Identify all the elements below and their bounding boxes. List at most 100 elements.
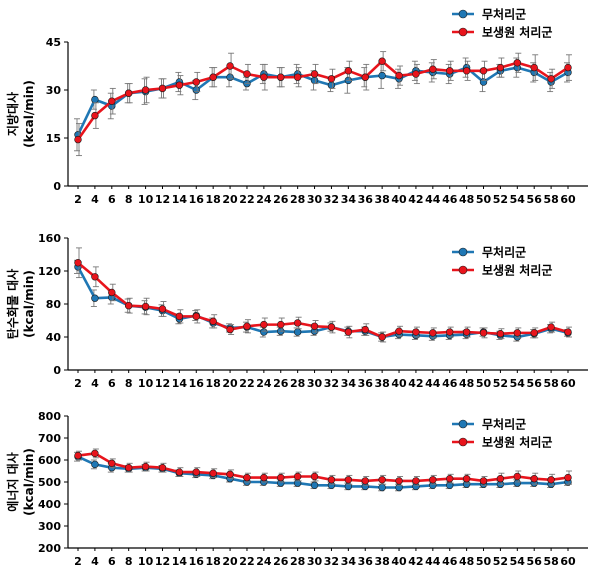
x-tick-label: 42 (408, 555, 423, 568)
data-point (108, 97, 116, 105)
x-tick-label: 34 (341, 377, 357, 390)
x-tick-label: 46 (442, 555, 458, 568)
data-point (547, 75, 555, 83)
x-tick-label: 38 (374, 555, 389, 568)
x-tick-label: 12 (155, 193, 170, 206)
x-tick-label: 52 (493, 555, 508, 568)
series-2 (74, 448, 572, 486)
x-tick-label: 36 (358, 377, 374, 390)
data-point (226, 73, 234, 81)
x-tick-label: 2 (74, 377, 82, 390)
data-point (91, 273, 99, 281)
x-tick-label: 26 (273, 193, 289, 206)
x-tick-label: 26 (273, 377, 289, 390)
data-point (277, 73, 285, 81)
data-point (530, 63, 538, 72)
data-point (327, 75, 336, 83)
x-tick-label: 28 (290, 555, 305, 568)
data-point (327, 323, 336, 331)
x-tick-label: 56 (527, 555, 543, 568)
data-point (429, 65, 437, 73)
x-tick-label: 8 (125, 377, 133, 390)
x-tick-label: 16 (189, 555, 205, 568)
x-tick-label: 48 (459, 193, 474, 206)
x-tick-label: 48 (459, 377, 474, 390)
x-tick-label: 8 (125, 193, 133, 206)
data-point (74, 259, 82, 267)
x-tick-label: 44 (425, 377, 441, 390)
data-point (344, 328, 353, 336)
x-tick-label: 42 (408, 377, 423, 390)
x-tick-label: 12 (155, 377, 170, 390)
series-1 (74, 57, 572, 152)
legend-swatch-marker (458, 9, 468, 19)
data-point (327, 476, 336, 484)
data-point (361, 73, 369, 81)
y-tick-label: 160 (38, 232, 61, 245)
legend-label: 무처리군 (482, 417, 526, 432)
data-point (209, 73, 217, 81)
data-point (310, 472, 319, 481)
data-point (91, 294, 99, 302)
data-point (513, 479, 522, 487)
y-tick-label: 200 (38, 542, 61, 555)
data-point (192, 312, 200, 321)
x-tick-label: 52 (493, 193, 508, 206)
x-tick-label: 32 (324, 555, 339, 568)
data-point (175, 312, 184, 321)
data-point (462, 475, 471, 483)
data-point (192, 78, 200, 86)
data-point (378, 71, 386, 80)
y-tick-label: 15 (46, 132, 61, 145)
data-point (361, 477, 369, 485)
data-point (547, 476, 555, 484)
data-point (260, 473, 268, 482)
data-point (74, 135, 82, 144)
x-tick-label: 32 (324, 377, 339, 390)
data-point (141, 302, 150, 311)
x-tick-label: 50 (476, 555, 492, 568)
x-tick-label: 60 (560, 377, 576, 390)
x-tick-label: 34 (341, 555, 357, 568)
x-tick-label: 14 (172, 555, 188, 568)
data-point (310, 76, 319, 85)
y-tick-label: 45 (46, 36, 61, 49)
x-tick-label: 40 (391, 555, 407, 568)
data-point (530, 475, 538, 483)
y-axis-label: 지방대사 (5, 92, 20, 136)
data-point (293, 328, 302, 336)
data-point (496, 63, 505, 72)
x-tick-label: 22 (239, 193, 254, 206)
data-point (462, 67, 471, 75)
data-point (412, 70, 420, 78)
data-point (496, 330, 505, 338)
x-tick-label: 56 (527, 377, 543, 390)
data-point (209, 469, 217, 477)
x-tick-label: 6 (108, 555, 116, 568)
x-tick-label: 34 (341, 193, 357, 206)
data-point (226, 470, 234, 478)
legend-swatch-marker (458, 437, 468, 447)
y-tick-label: 800 (38, 410, 61, 423)
y-axis-label: 탄수화물 대사 (5, 269, 20, 339)
legend-label: 보생원 처리군 (482, 25, 552, 40)
x-tick-label: 20 (222, 555, 238, 568)
data-point (395, 71, 403, 80)
data-point (429, 329, 437, 337)
data-point (74, 451, 82, 460)
x-tick-label: 30 (307, 377, 323, 390)
x-tick-label: 54 (510, 193, 526, 206)
x-tick-label: 44 (425, 555, 441, 568)
x-tick-label: 32 (324, 193, 339, 206)
data-point (361, 325, 369, 334)
x-tick-label: 18 (206, 377, 221, 390)
y-axis-label: 에너지 대사 (5, 452, 20, 511)
x-tick-label: 36 (358, 193, 374, 206)
data-point (243, 70, 251, 78)
y-axis-unit: (kcal/min) (22, 80, 36, 148)
x-tick-label: 46 (442, 377, 458, 390)
